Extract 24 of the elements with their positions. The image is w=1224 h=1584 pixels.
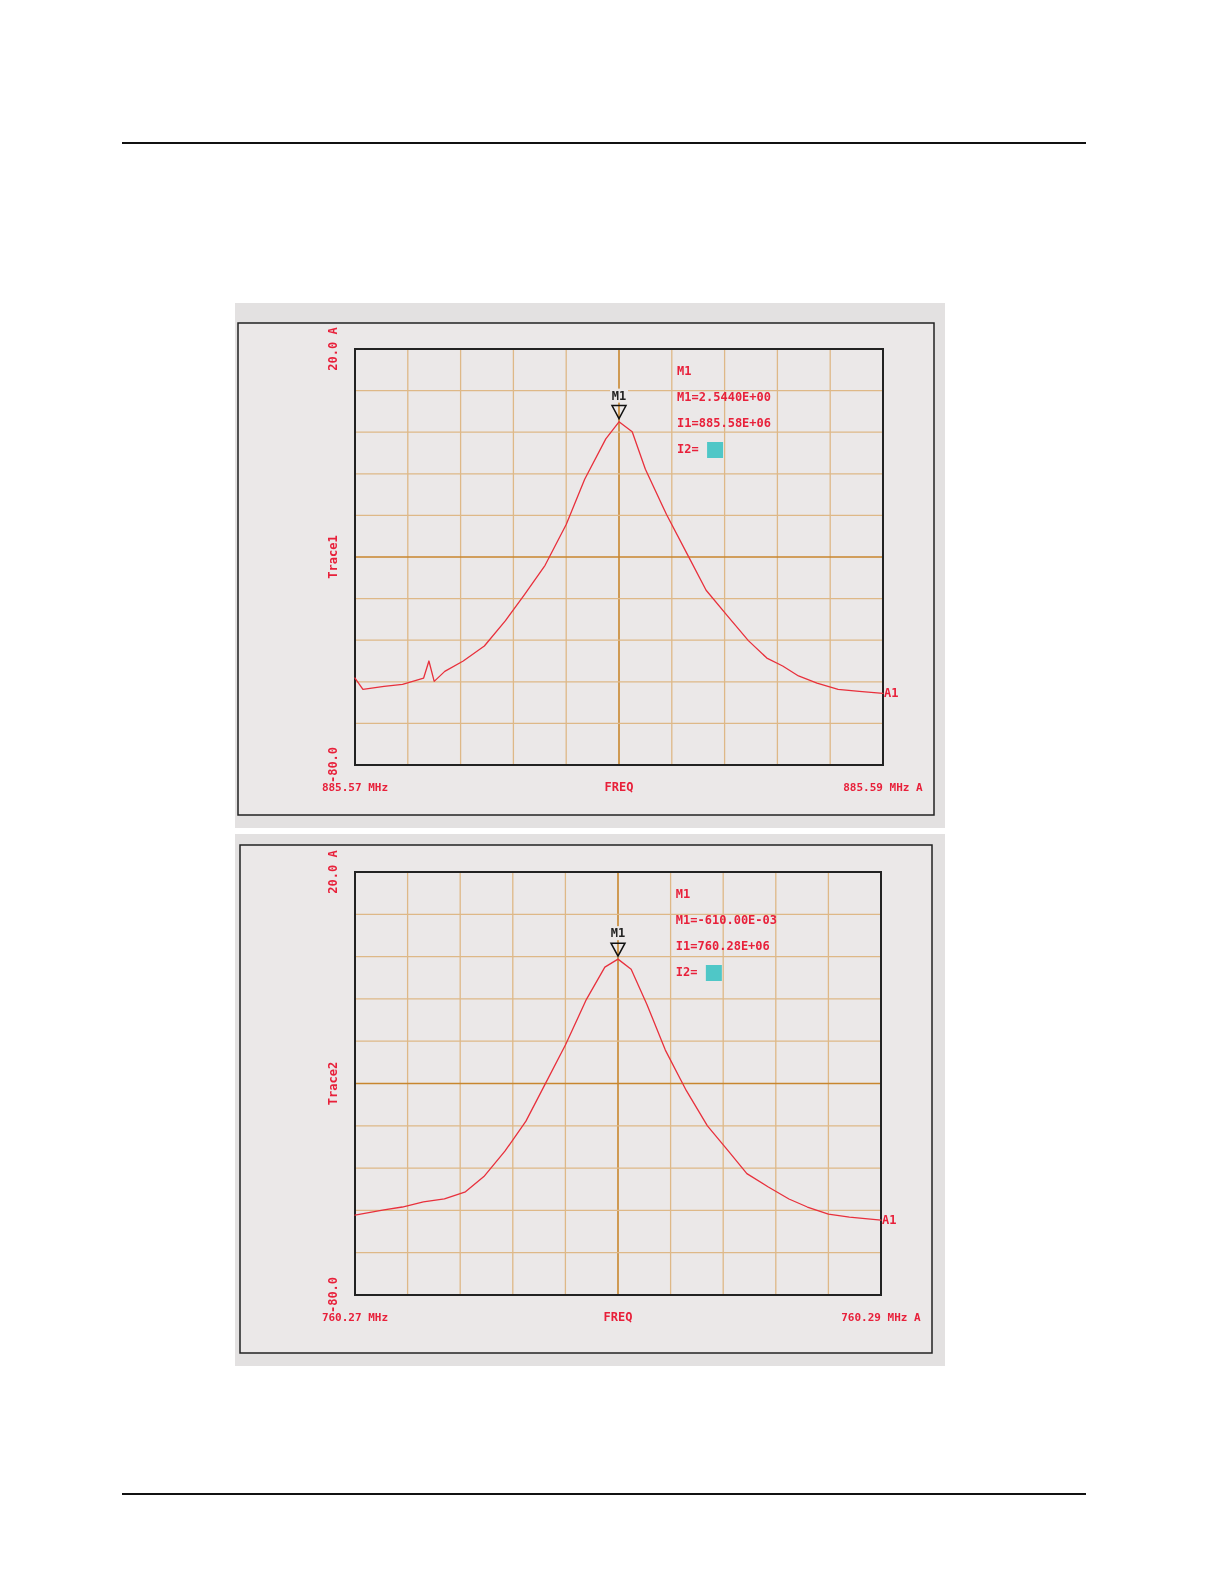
y-tick-label: -80.0 [325,746,340,784]
y-axis-title: Trace1 [325,535,340,579]
y-axis-title: Trace2 [325,1061,340,1106]
x-tick-label: 760.29 MHz A [841,1311,922,1324]
y-tick-label: 20.0 A [325,849,340,894]
annotation: I2= [677,442,699,456]
annotation: M1 [611,388,627,403]
annotation: I1=885.58E+06 [677,416,771,430]
annotation: M1 [677,364,692,378]
x-tick-label: 760.27 MHz [321,1311,389,1324]
annotation: M1 [610,926,626,941]
annotation: M1=2.5440E+00 [677,390,771,404]
x-axis-title: FREQ [604,780,634,794]
annotation: I1=760.28E+06 [675,939,770,953]
x-axis-title: FREQ [603,1310,633,1324]
x-tick-label: 885.59 MHz A [843,781,924,794]
annotation: A1 [882,1213,897,1228]
annotation: M1 [675,887,691,901]
annotation: I2= [675,965,698,979]
x-tick-label: 885.57 MHz [321,781,389,794]
y-tick-label: -80.0 [325,1276,340,1314]
annotation: A1 [884,686,899,701]
y-tick-label: 20.0 A [325,326,340,371]
annotation: M1=-610.00E-03 [675,913,778,927]
